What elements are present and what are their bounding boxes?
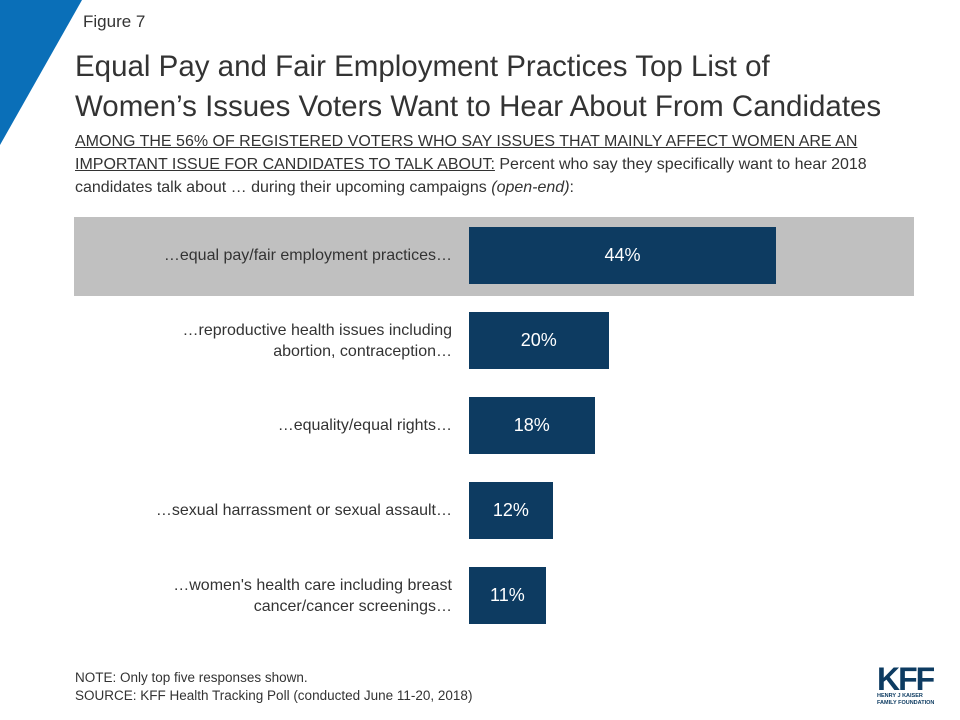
category-label-line: abortion, contraception… <box>273 342 452 360</box>
chart-title: Equal Pay and Fair Employment Practices … <box>75 47 955 127</box>
kff-logo: KFF <box>877 661 937 697</box>
bar: 44% <box>469 227 776 284</box>
subtitle-text: Percent who say they specifically want t… <box>75 156 867 196</box>
logo-text: KFF <box>877 661 935 697</box>
category-label: …reproductive health issues including abo… <box>90 312 452 369</box>
footer-note: NOTE: Only top five responses shown. <box>75 670 308 685</box>
category-label-line: …equality/equal rights… <box>277 417 452 434</box>
bar: 11% <box>469 567 546 624</box>
category-label-line: cancer/cancer screenings… <box>253 597 452 615</box>
bar-value-label: 11% <box>490 585 525 605</box>
bar: 12% <box>469 482 553 539</box>
chart-title-line-1: Equal Pay and Fair Employment Practices … <box>75 50 770 83</box>
category-label-line: …women's health care including breast <box>173 576 452 594</box>
bar-value-label: 18% <box>513 415 550 435</box>
category-label: …equality/equal rights… <box>90 397 452 454</box>
logo-subtext: HENRY J KAISER FAMILY FOUNDATION <box>877 693 952 706</box>
footer: NOTE: Only top five responses shown. SOU… <box>75 669 472 705</box>
corner-accent-shape <box>0 0 82 145</box>
category-label-line: …equal pay/fair employment practices… <box>163 247 452 264</box>
bar: 18% <box>469 397 595 454</box>
bar-value-label: 20% <box>520 330 557 350</box>
bar-value-label: 44% <box>604 245 641 265</box>
category-label: …women's health care including breast can… <box>90 567 452 624</box>
bar-value-label: 12% <box>492 500 529 520</box>
chart-subtitle: AMONG THE 56% OF REGISTERED VOTERS WHO S… <box>75 130 935 199</box>
logo-sub-line-2: FAMILY FOUNDATION <box>877 699 935 706</box>
category-label: …sexual harrassment or sexual assault… <box>90 482 452 539</box>
category-label-line: …sexual harrassment or sexual assault… <box>155 502 452 519</box>
subtitle-underlined: AMONG THE 56% OF REGISTERED VOTERS WHO S… <box>75 133 858 173</box>
logo-sub-line-1: HENRY J KAISER <box>877 693 923 699</box>
footer-source: SOURCE: KFF Health Tracking Poll (conduc… <box>75 688 473 703</box>
figure-label: Figure 7 <box>83 12 146 31</box>
subtitle-end: : <box>569 179 574 196</box>
subtitle-italic: (open-end) <box>491 179 570 196</box>
category-label: …equal pay/fair employment practices… <box>90 227 452 284</box>
bar: 20% <box>469 312 609 369</box>
category-label-line: …reproductive health issues including <box>182 321 452 339</box>
chart-title-line-2: Women’s Issues Voters Want to Hear About… <box>75 90 882 123</box>
